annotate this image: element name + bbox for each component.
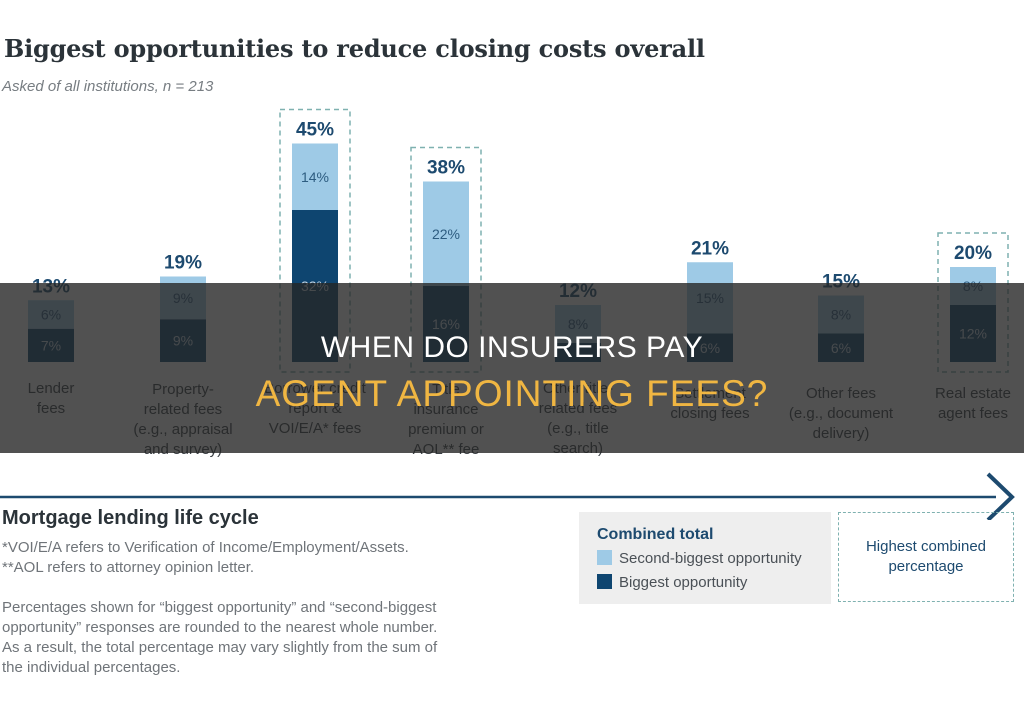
footnote-rounding-3: As a result, the total percentage may va… <box>2 639 438 656</box>
bar-total-2: 45% <box>296 120 334 141</box>
headline-line-1: WHEN DO INSURERS PAY <box>320 331 704 364</box>
legend-item-biggest: Biggest opportunity <box>597 574 747 591</box>
legend-swatch-light <box>597 550 612 565</box>
legend-label-biggest: Biggest opportunity <box>619 574 748 591</box>
headline-line-2: AGENT APPOINTING FEES? <box>255 373 769 414</box>
footnote-rounding-4: the individual percentages. <box>2 659 181 676</box>
bar-label-second-3: 22% <box>432 226 460 242</box>
bar-second-3 <box>423 181 469 286</box>
highest-highlight-box <box>410 146 482 373</box>
bar-total-7: 20% <box>954 243 992 264</box>
legend-item-second: Second-biggest opportunity <box>597 550 802 567</box>
bar-label-second-2: 14% <box>301 169 329 185</box>
bar-total-3: 38% <box>427 158 465 179</box>
footnote-aol: **AOL refers to attorney opinion letter. <box>2 559 255 576</box>
footnote-rounding-2: opportunity” responses are rounded to th… <box>2 619 438 636</box>
bar-second-2 <box>292 143 338 210</box>
footnote-rounding-1: Percentages shown for “biggest opportuni… <box>2 599 437 616</box>
chart-title: Biggest opportunities to reduce closing … <box>4 34 705 63</box>
legend-highest-label: Highest combined percentage <box>865 538 987 575</box>
footnote-voi: *VOI/E/A refers to Verification of Incom… <box>2 539 409 556</box>
legend-highest-combined: Highest combined percentage <box>838 512 1014 602</box>
headline-overlay <box>0 283 1024 453</box>
legend-title: Combined total <box>597 526 714 543</box>
legend: Combined total Second-biggest opportunit… <box>579 512 831 604</box>
bar-total-5: 21% <box>691 238 729 259</box>
legend-swatch-dark <box>597 574 612 589</box>
bar-total-1: 19% <box>164 253 202 274</box>
legend-label-second: Second-biggest opportunity <box>619 550 802 567</box>
x-axis-label: Mortgage lending life cycle <box>2 507 259 529</box>
highest-highlight-box <box>279 108 351 373</box>
chart-subtitle: Asked of all institutions, n = 213 <box>2 78 214 95</box>
